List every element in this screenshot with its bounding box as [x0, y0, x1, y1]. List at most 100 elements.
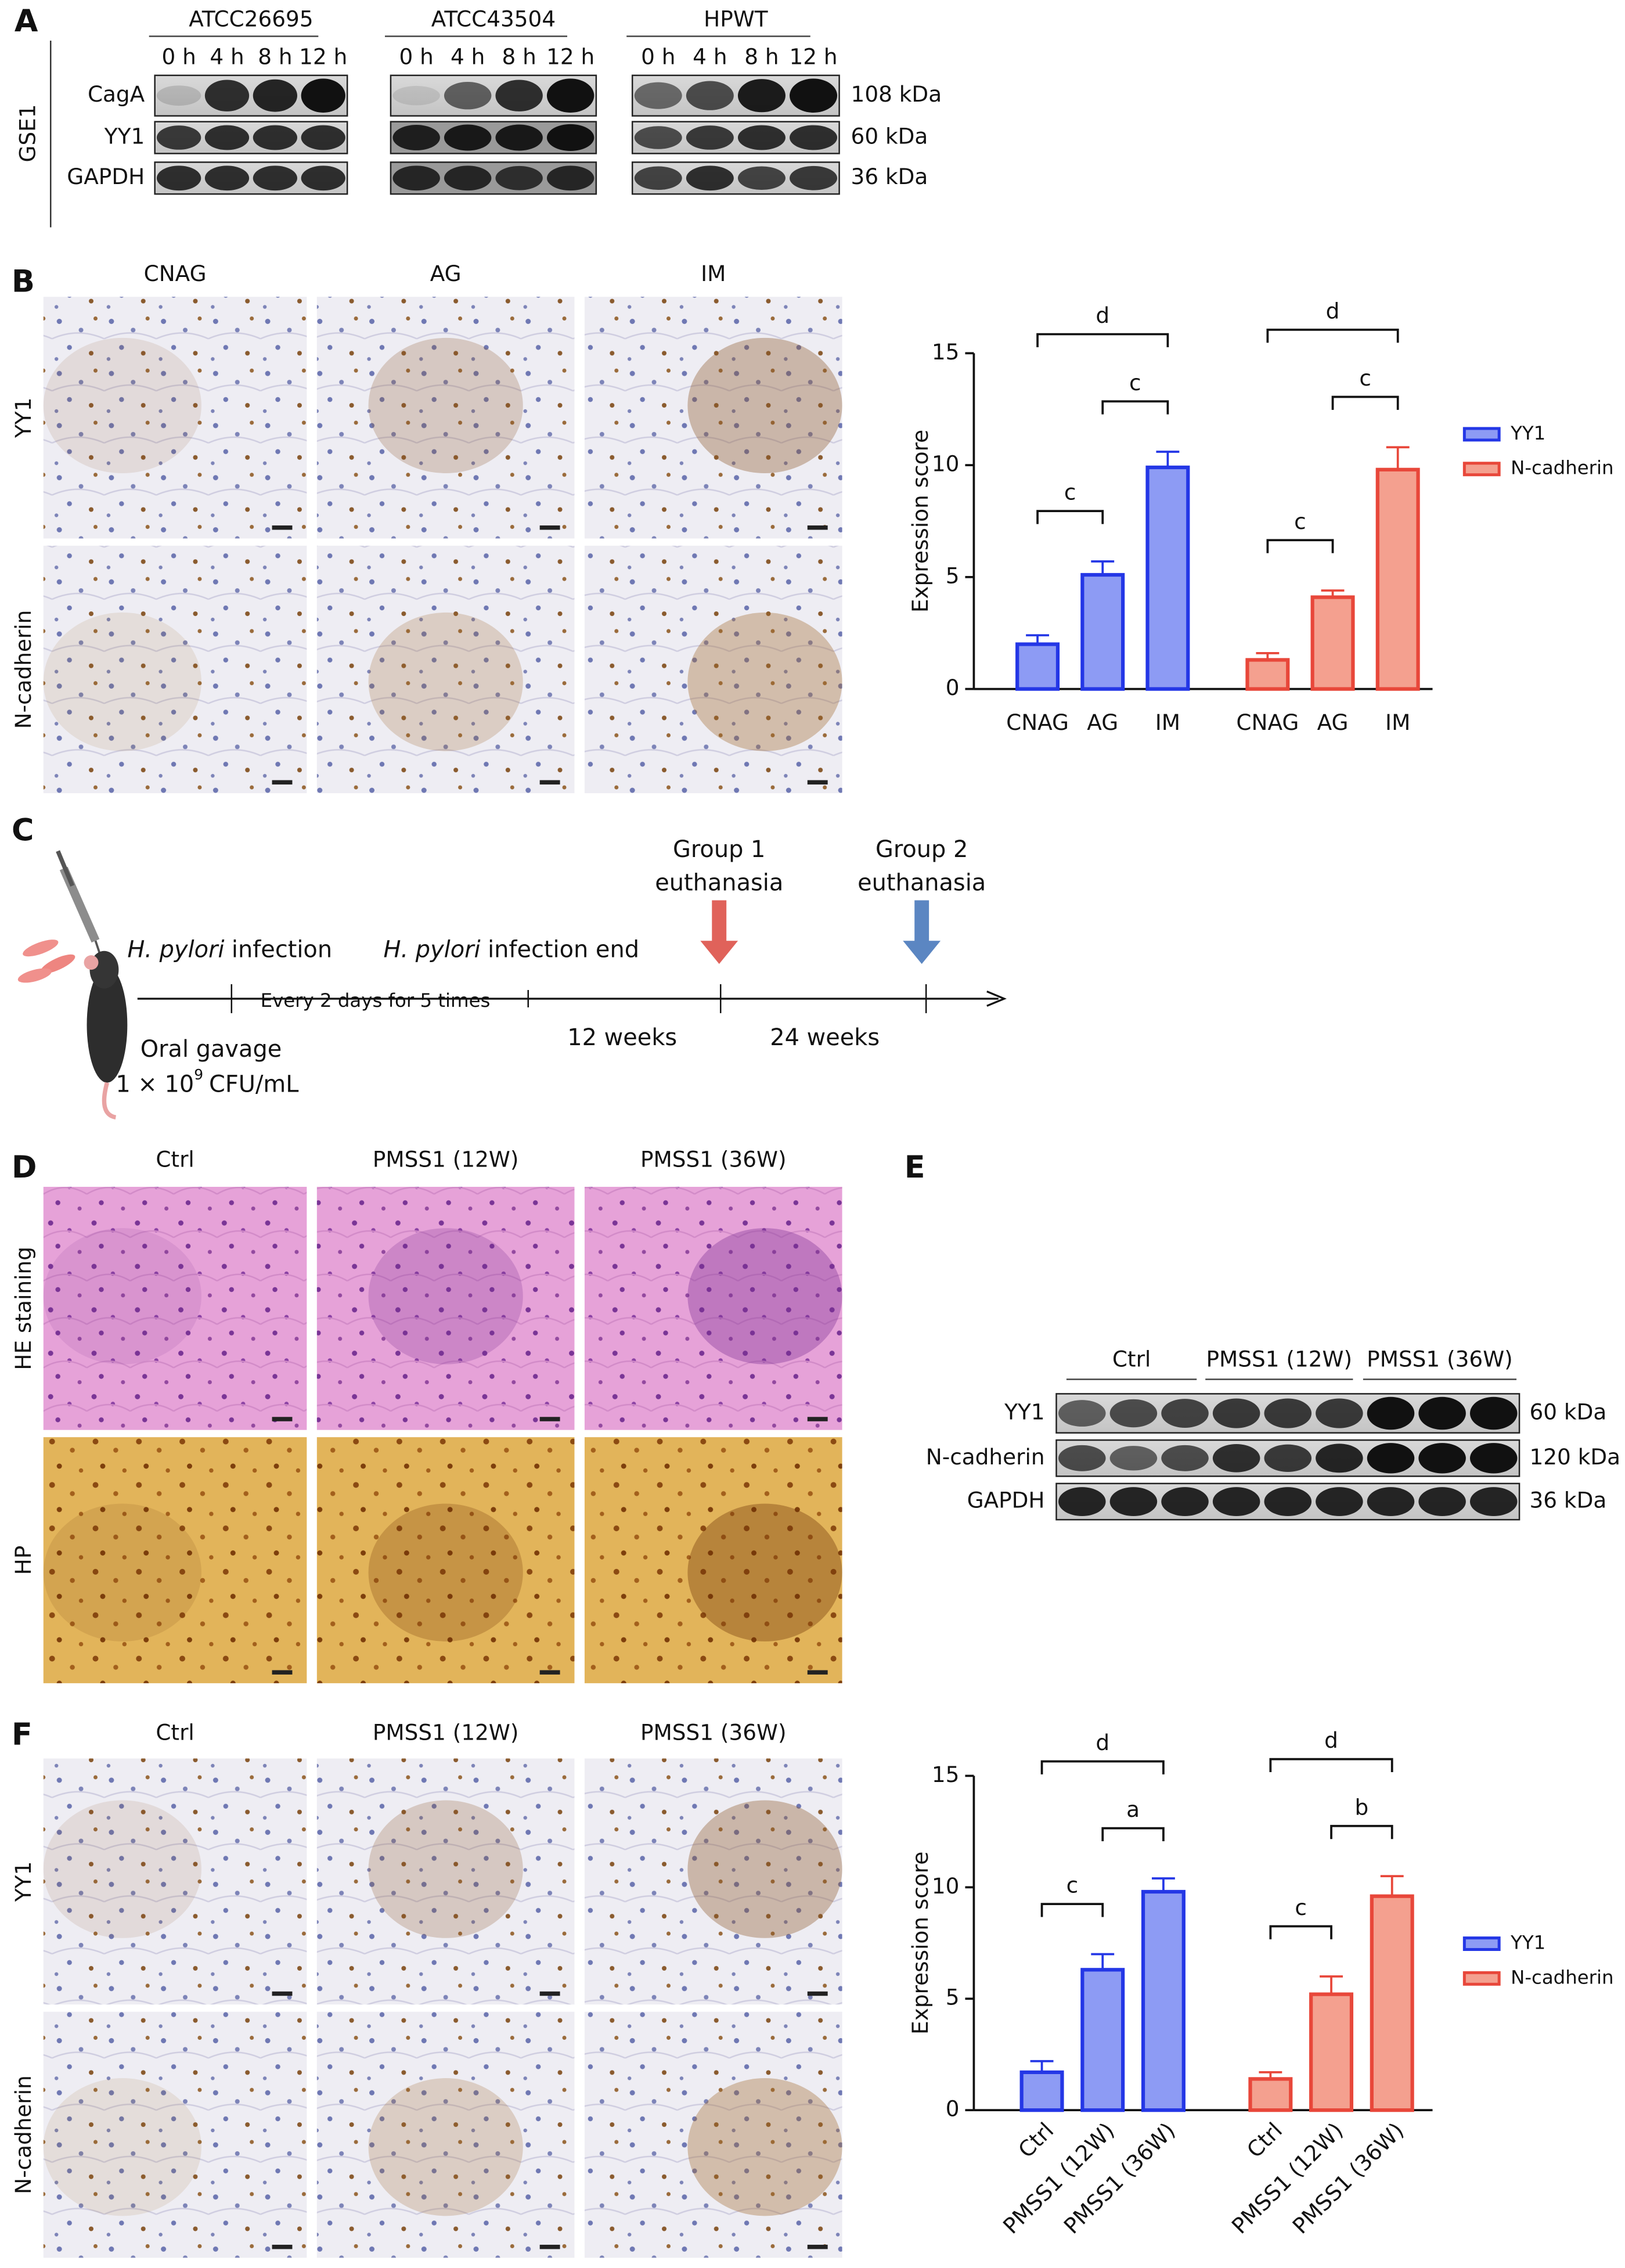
mouse-tail — [102, 1082, 117, 1120]
micrograph — [43, 1758, 307, 2005]
column-label: Ctrl — [156, 1147, 194, 1172]
stain-region — [687, 1503, 842, 1641]
blot-band — [157, 85, 201, 106]
column-label: AG — [430, 261, 462, 286]
blot-band — [204, 80, 250, 111]
period: 24 weeks — [770, 1024, 880, 1051]
blot-band — [1469, 1396, 1518, 1430]
micrograph — [584, 1186, 842, 1430]
bar — [1245, 658, 1290, 691]
micrograph — [316, 1186, 575, 1430]
panel-letter: E — [905, 1150, 925, 1185]
row-label: HE staining — [10, 1247, 36, 1370]
time-label: 0 h — [641, 44, 675, 69]
blot-band — [1109, 1399, 1158, 1428]
stain-region — [368, 2078, 523, 2216]
scale-bar — [539, 2244, 560, 2249]
y-tick-label: 15 — [932, 339, 960, 365]
blot-band — [1418, 1443, 1466, 1474]
micrograph — [584, 1437, 842, 1683]
y-tick-label: 5 — [946, 563, 960, 588]
blot-band — [1316, 1398, 1363, 1428]
significance-bracket — [1101, 400, 1169, 415]
stain-region — [687, 2078, 842, 2216]
column-label: Ctrl — [156, 1720, 194, 1745]
significance-label: d — [1096, 1730, 1109, 1755]
legend-label: N-cadherin — [1511, 457, 1613, 479]
blot-band — [301, 165, 345, 191]
legend-swatch — [1462, 427, 1501, 442]
micrograph — [43, 2011, 307, 2258]
significance-bracket — [1036, 510, 1104, 524]
time-label: 0 h — [161, 44, 196, 69]
micrograph — [584, 1758, 842, 2005]
time-label: 12 h — [299, 44, 347, 69]
blot-band — [204, 165, 250, 191]
blot-band — [1109, 1446, 1158, 1471]
row-label: N-cadherin — [10, 610, 36, 729]
scale-bar — [807, 1670, 828, 1675]
column-label: PMSS1 (36W) — [640, 1147, 787, 1172]
blot-band — [1316, 1443, 1363, 1473]
stain-region — [368, 612, 523, 751]
stain-region — [687, 1800, 842, 1938]
significance-label: a — [1126, 1797, 1140, 1822]
blot-band — [444, 124, 492, 151]
stain-region — [43, 1503, 201, 1641]
column-label: CNAG — [144, 261, 207, 286]
blot-band — [1264, 1398, 1312, 1428]
bar — [1310, 595, 1355, 691]
blot-band — [634, 126, 682, 149]
y-tick-label: 10 — [932, 451, 960, 477]
bar — [1370, 1894, 1414, 2112]
time-label: 12 h — [789, 44, 837, 69]
size-label: 60 kDa — [851, 123, 928, 149]
bacterium — [23, 939, 59, 957]
column-label: PMSS1 (36W) — [640, 1720, 787, 1745]
blot-band — [1367, 1396, 1415, 1430]
x-tick-label: PMSS1 (36W) — [1059, 2118, 1180, 2239]
scale-bar — [539, 1417, 560, 1421]
x-tick-label: AG — [1087, 710, 1118, 735]
scale-bar — [807, 1417, 828, 1421]
bacterium — [41, 954, 75, 974]
blot-band — [1161, 1487, 1209, 1517]
blot-band — [495, 80, 543, 111]
blot-band — [1418, 1487, 1466, 1517]
stain-region — [687, 337, 842, 473]
protein-label: N-cadherin — [926, 1444, 1045, 1470]
blot-band — [157, 125, 201, 150]
blot-band — [546, 165, 594, 191]
euthanasia-arrow — [700, 900, 738, 964]
blot-band — [444, 81, 492, 110]
blot-band — [495, 165, 543, 190]
blot-band — [546, 124, 594, 151]
significance-label: c — [1064, 480, 1076, 505]
bar — [1080, 573, 1125, 691]
panel-letter: D — [12, 1150, 37, 1185]
blot-band — [253, 165, 297, 191]
x-tick-label: IM — [1155, 710, 1180, 735]
stain-region — [43, 1800, 201, 1938]
blot-band — [634, 82, 682, 109]
blot-band — [301, 125, 345, 150]
legend-swatch — [1462, 1971, 1501, 1986]
panel-letter: A — [15, 3, 38, 39]
bar — [1141, 1889, 1186, 2112]
bar — [1080, 1968, 1125, 2112]
stain-region — [43, 2078, 201, 2216]
dose: 1 × 109 CFU/mL — [116, 1066, 298, 1097]
micrograph — [316, 297, 575, 539]
dose-unit: CFU/mL — [209, 1071, 298, 1097]
micrograph — [43, 1186, 307, 1430]
infection-end-label: H. pylori infection end — [383, 936, 639, 963]
scale-bar — [807, 780, 828, 785]
significance-label: d — [1326, 298, 1340, 323]
blot-band — [444, 165, 492, 191]
blot-band — [1316, 1487, 1363, 1517]
x-tick-label: PMSS1 (36W) — [1287, 2118, 1408, 2239]
time-label: 8 h — [258, 44, 292, 69]
blot-band — [1367, 1443, 1415, 1474]
interval: Every 2 days for 5 times — [261, 989, 491, 1011]
blot-band — [737, 125, 786, 150]
